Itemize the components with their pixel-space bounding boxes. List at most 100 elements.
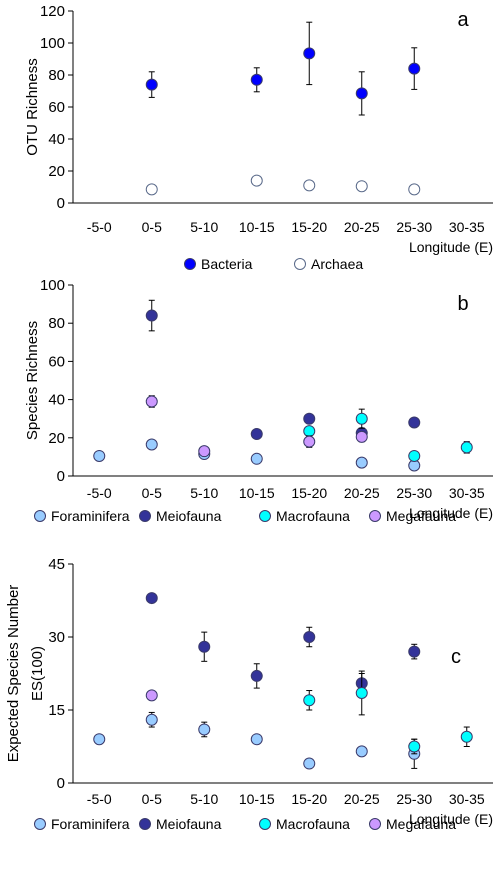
data-point — [303, 47, 316, 60]
y-tick-label: 80 — [48, 67, 65, 84]
legend-label: Meiofauna — [156, 816, 222, 832]
data-point — [408, 449, 421, 462]
data-point — [303, 694, 316, 707]
legend-marker — [369, 818, 381, 830]
data-point — [93, 733, 106, 746]
y-tick-label: 45 — [48, 556, 65, 573]
y-tick-label: 20 — [48, 163, 65, 180]
y-axis-title-line: Expected Species Number — [5, 585, 22, 763]
panel-letter: b — [457, 293, 468, 315]
data-point — [250, 427, 263, 440]
data-point — [303, 435, 316, 448]
x-tick-label: 5-10 — [190, 485, 218, 501]
series-archaea — [145, 174, 421, 196]
y-tick-label: 100 — [40, 277, 65, 294]
legend-label: Archaea — [311, 256, 363, 272]
series-foraminifera — [93, 711, 421, 770]
y-tick-label: 15 — [48, 702, 65, 719]
data-point — [145, 309, 158, 322]
data-point — [460, 730, 473, 743]
x-tick-label: 15-20 — [291, 791, 327, 807]
legend-label: Macrofauna — [276, 816, 350, 832]
x-tick-label: 0-5 — [142, 219, 162, 235]
data-point — [145, 395, 158, 408]
data-point — [408, 183, 421, 196]
x-tick-label: 5-10 — [190, 791, 218, 807]
y-tick-label: 20 — [48, 430, 65, 447]
y-tick-label: 80 — [48, 315, 65, 332]
data-point — [250, 669, 263, 682]
x-tick-label: 15-20 — [291, 219, 327, 235]
data-point — [250, 733, 263, 746]
data-point — [355, 686, 368, 699]
data-point — [303, 425, 316, 438]
legend-label: Meiofauna — [156, 508, 222, 524]
data-point — [408, 740, 421, 753]
x-tick-label: 20-25 — [344, 219, 380, 235]
series-foraminifera — [93, 438, 421, 472]
x-tick-label: 20-25 — [344, 485, 380, 501]
series-macrofauna — [303, 670, 473, 755]
data-point — [355, 430, 368, 443]
data-point — [250, 452, 263, 465]
data-point — [145, 713, 158, 726]
y-tick-label: 0 — [57, 468, 65, 485]
x-axis-title: Longitude (E) — [409, 505, 493, 521]
x-tick-label: 10-15 — [239, 219, 275, 235]
legend-label: Bacteria — [201, 256, 253, 272]
panel-letter: c — [451, 646, 461, 668]
series-megafauna — [145, 395, 368, 458]
series-bacteria — [145, 21, 421, 116]
data-point — [408, 416, 421, 429]
legend-marker — [184, 258, 196, 270]
x-tick-label: 25-30 — [396, 791, 432, 807]
legend-label: Foraminifera — [51, 816, 130, 832]
data-point — [408, 62, 421, 75]
legend-marker — [259, 510, 271, 522]
data-point — [198, 445, 211, 458]
series-macrofauna — [303, 408, 473, 462]
x-tick-label: -5-0 — [87, 485, 112, 501]
series-meiofauna — [145, 299, 421, 440]
data-point — [355, 87, 368, 100]
legend-marker — [294, 258, 306, 270]
y-tick-label: 100 — [40, 35, 65, 52]
x-tick-label: 25-30 — [396, 485, 432, 501]
data-point — [355, 412, 368, 425]
data-point — [145, 183, 158, 196]
data-point — [303, 757, 316, 770]
x-tick-label: -5-0 — [87, 219, 112, 235]
panel-c: 0 15 30 45 -5-0 0-5 5-10 10-15 15-20 20-25 25-30 30… — [5, 556, 493, 832]
x-tick-label: 30-35 — [449, 485, 485, 501]
x-tick-label: 0-5 — [142, 485, 162, 501]
panel-b: 0 20 40 60 80 100 -5-0 0-5 5-10 10-15 15-20 20-25 25… — [24, 277, 493, 524]
y-tick-label: 0 — [57, 775, 65, 792]
data-point — [145, 438, 158, 451]
data-point — [145, 592, 158, 605]
legend-label: Macrofauna — [276, 508, 350, 524]
y-tick-label: 60 — [48, 353, 65, 370]
data-point — [93, 449, 106, 462]
series-meiofauna — [145, 592, 421, 694]
panel-a: 0 20 40 60 80 100 120 -5-0 0-5 5-10 10-15 15-20 20-2… — [24, 3, 493, 272]
data-point — [145, 78, 158, 91]
y-tick-label: 120 — [40, 3, 65, 20]
x-tick-label: 25-30 — [396, 219, 432, 235]
y-tick-label: 40 — [48, 131, 65, 148]
data-point — [408, 645, 421, 658]
legend-label: Foraminifera — [51, 508, 130, 524]
legend-marker — [139, 818, 151, 830]
x-tick-label: 30-35 — [449, 791, 485, 807]
x-axis-title: Longitude (E) — [409, 811, 493, 827]
x-tick-label: 10-15 — [239, 791, 275, 807]
x-tick-label: 5-10 — [190, 219, 218, 235]
data-point — [198, 723, 211, 736]
panel-letter: a — [457, 9, 469, 31]
y-axis-title: Species Richness — [24, 321, 41, 440]
legend-marker — [139, 510, 151, 522]
data-point — [355, 180, 368, 193]
y-tick-label: 60 — [48, 99, 65, 116]
legend-label: Megafauna — [386, 508, 456, 524]
x-axis-title: Longitude (E) — [409, 239, 493, 255]
